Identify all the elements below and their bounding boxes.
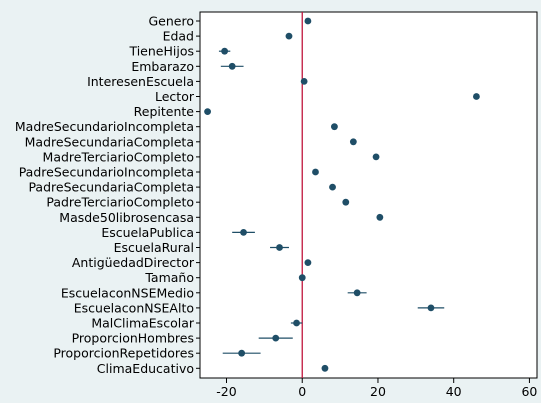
point-estimate <box>285 32 293 40</box>
x-tick-label: -20 <box>216 384 236 399</box>
y-tick-label: ProporcionHombres <box>72 331 194 346</box>
y-tick-label: Repitente <box>134 104 195 119</box>
point-estimate <box>276 244 283 251</box>
y-tick-label: EscuelaRural <box>114 240 194 255</box>
point-estimate <box>240 229 247 236</box>
y-tick-label: Tamaño <box>144 270 194 285</box>
point-estimate <box>293 319 300 327</box>
y-tick-label: Genero <box>148 14 194 29</box>
point-estimate <box>304 17 312 25</box>
point-estimate <box>473 93 480 100</box>
point-estimates <box>204 17 480 372</box>
y-tick-label: Embarazo <box>131 59 194 74</box>
y-tick-label: PadreSecundarioIncompleta <box>19 165 194 180</box>
point-estimate <box>298 274 306 282</box>
y-tick-label: ClimaEducativo <box>97 361 194 376</box>
point-estimate <box>300 78 308 85</box>
y-tick-label: Lector <box>155 89 195 104</box>
point-estimate <box>321 364 329 372</box>
point-estimate <box>329 183 336 191</box>
y-tick-label: InteresenEscuela <box>87 74 194 89</box>
y-tick-label: EscuelaconNSEAlto <box>74 300 194 315</box>
point-estimate <box>342 198 350 206</box>
plot-area <box>199 11 538 379</box>
point-estimate <box>331 123 338 131</box>
point-estimate <box>312 168 319 176</box>
point-estimate <box>304 259 312 266</box>
y-tick-label: PadreSecundariaCompleta <box>28 180 194 195</box>
point-estimate <box>372 153 380 161</box>
y-tick-label: MalClimaEscolar <box>91 316 194 331</box>
x-tick-label: 0 <box>298 384 306 399</box>
x-tick-label: 20 <box>370 384 386 399</box>
point-estimate <box>221 47 229 55</box>
y-tick-label: ProporcionRepetidores <box>53 346 194 361</box>
y-tick-label: MadreTerciarioCompleto <box>43 149 194 164</box>
point-estimate <box>238 349 246 357</box>
point-estimate <box>349 138 357 146</box>
category-labels: GeneroEdadTieneHijosEmbarazoInteresenEsc… <box>15 14 200 376</box>
x-tick-label: 60 <box>521 384 537 399</box>
y-tick-label: MadreSecundarioIncompleta <box>15 119 194 134</box>
y-tick-label: MadreSecundariaCompleta <box>25 134 194 149</box>
x-tick-label: 40 <box>446 384 462 399</box>
y-tick-label: EscuelaconNSEMedio <box>61 285 194 300</box>
point-estimate <box>376 213 384 221</box>
y-tick-label: EscuelaPublica <box>101 225 194 240</box>
y-tick-label: TieneHijos <box>128 44 194 59</box>
point-estimate <box>272 334 280 342</box>
y-tick-label: Edad <box>163 29 194 44</box>
point-estimate <box>204 108 211 115</box>
y-tick-label: PadreTerciarioCompleto <box>46 195 194 210</box>
point-estimate <box>353 289 361 297</box>
point-estimate <box>427 304 435 312</box>
y-tick-label: AntigüedadDirector <box>72 255 195 270</box>
y-tick-label: Masde50librosencasa <box>59 210 194 225</box>
x-axis: -20 0 20 40 60 <box>216 378 537 399</box>
point-estimate <box>228 62 236 70</box>
